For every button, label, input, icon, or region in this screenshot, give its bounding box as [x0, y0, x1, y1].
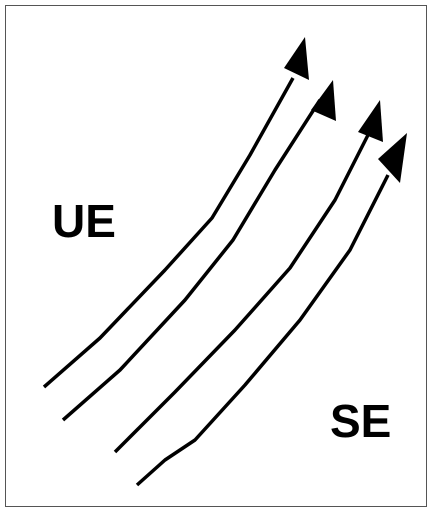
flow-line	[61, 99, 322, 422]
label-ue: UE	[52, 195, 116, 247]
flow-line	[113, 134, 370, 454]
arrowheads	[284, 37, 407, 183]
flow-line	[135, 174, 390, 487]
arrowhead	[284, 37, 309, 80]
arrowhead	[311, 80, 336, 121]
flow-line	[42, 77, 295, 389]
flow-lines	[42, 77, 390, 487]
arrowhead	[378, 133, 407, 183]
label-se: SE	[330, 395, 391, 447]
arrowhead	[358, 100, 383, 142]
frame	[5, 5, 427, 507]
